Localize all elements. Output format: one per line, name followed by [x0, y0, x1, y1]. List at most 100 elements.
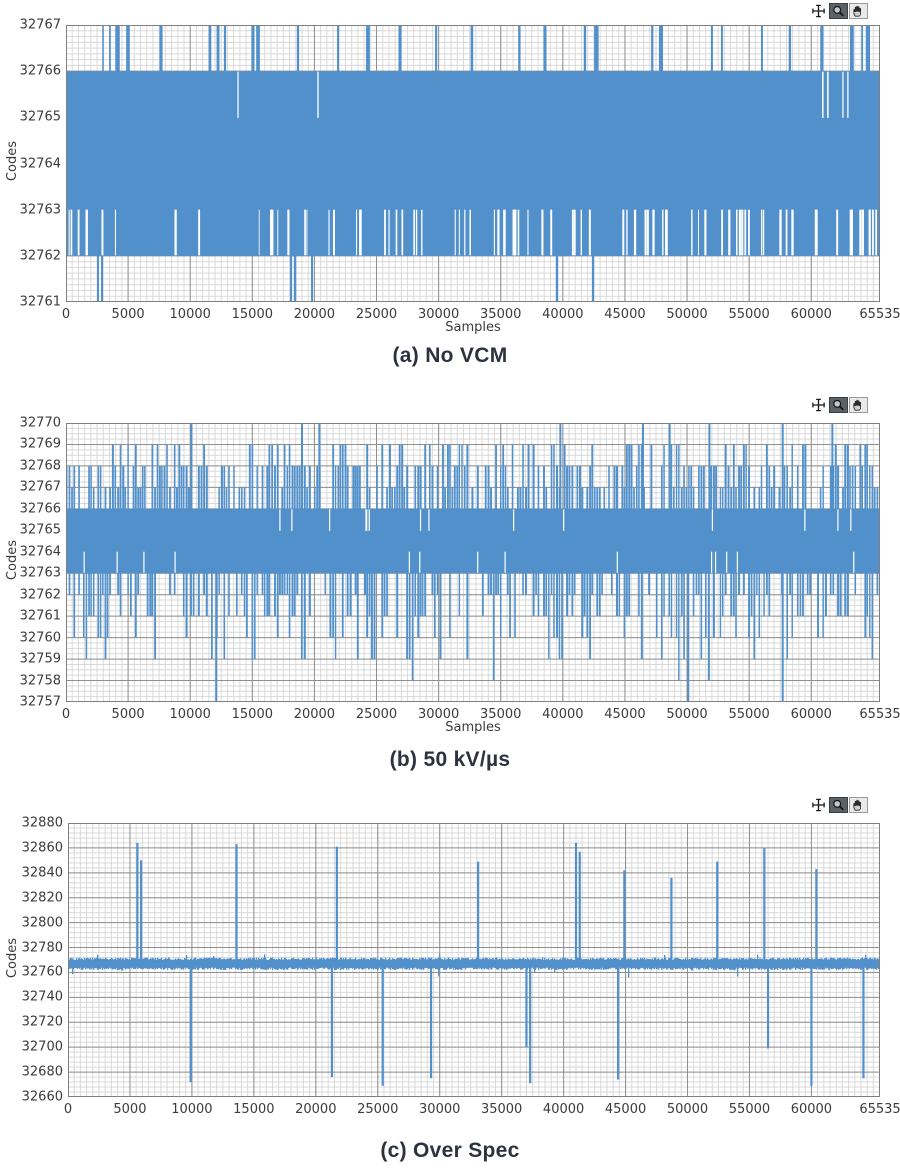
graph-toolbar — [809, 3, 868, 19]
y-tick-label: 32765 — [19, 109, 61, 125]
y-tick-label: 32800 — [21, 915, 63, 931]
x-axis-title: Samples — [445, 320, 501, 335]
figure-caption: (b) 50 kV/µs — [389, 748, 511, 771]
plot-area[interactable] — [66, 423, 880, 702]
zoom-tool-button[interactable] — [829, 3, 848, 19]
y-tick-label: 32764 — [19, 156, 61, 171]
figure-caption: (c) Over Spec — [380, 1139, 520, 1162]
y-tick-label: 32840 — [21, 865, 63, 881]
hand-icon — [853, 5, 861, 17]
x-tick-label: 25000 — [355, 307, 398, 322]
x-tick-label: 20000 — [293, 307, 336, 322]
x-tick-label: 0 — [63, 1102, 73, 1117]
y-tick-label: 32770 — [19, 415, 61, 431]
graph-toolbar — [809, 797, 868, 813]
x-tick-label: 35000 — [480, 707, 522, 722]
y-tick-label: 32860 — [21, 840, 63, 856]
y-tick-label: 32768 — [19, 458, 61, 474]
x-axis-title: Samples — [445, 720, 501, 735]
hand-icon — [853, 399, 861, 411]
x-tick-label: 60000 — [790, 1102, 833, 1117]
x-tick-label: 20000 — [295, 1102, 337, 1117]
y-tick-label: 32700 — [21, 1039, 63, 1055]
x-tick-label: 15000 — [231, 307, 273, 322]
x-tick-label: 65535 — [859, 307, 900, 322]
figure-caption: (a) No VCM — [392, 344, 508, 367]
x-tick-label: 50000 — [666, 307, 708, 322]
x-tick-label: 5000 — [111, 307, 145, 322]
y-tick-label: 32761 — [19, 608, 61, 624]
y-tick-label: 32766 — [19, 63, 61, 79]
pan-tool-button[interactable] — [849, 797, 868, 813]
pan-tool-button[interactable] — [849, 3, 868, 19]
plot-area[interactable] — [68, 823, 880, 1097]
x-tick-label: 20000 — [293, 707, 336, 722]
crosshair-tool-button[interactable] — [809, 797, 828, 813]
y-tick-label: 32766 — [19, 501, 61, 517]
x-tick-label: 35000 — [480, 307, 522, 322]
y-tick-label: 32757 — [19, 694, 61, 710]
zoom-tool-button[interactable] — [829, 397, 848, 413]
zoom-icon — [833, 5, 845, 17]
pan-tool-button[interactable] — [849, 397, 868, 413]
x-tick-label: 0 — [61, 707, 71, 722]
x-tick-label: 40000 — [542, 307, 584, 322]
crosshair-icon — [812, 798, 825, 812]
x-tick-label: 40000 — [542, 1102, 585, 1117]
y-tick-label: 32820 — [21, 890, 63, 906]
y-tick-label: 32762 — [19, 587, 61, 603]
y-tick-label: 32759 — [19, 651, 61, 667]
x-tick-label: 60000 — [790, 707, 832, 722]
zoom-icon — [833, 799, 845, 811]
y-tick-label: 32763 — [19, 202, 61, 218]
y-tick-label: 32720 — [21, 1014, 63, 1030]
x-tick-label: 5000 — [113, 1102, 147, 1117]
x-tick-label: 30000 — [417, 307, 460, 322]
x-tick-label: 5000 — [111, 707, 145, 722]
x-tick-label: 15000 — [233, 1102, 275, 1117]
x-tick-label: 25000 — [357, 1102, 399, 1117]
x-tick-label: 55000 — [728, 1102, 771, 1117]
zoom-tool-button[interactable] — [829, 797, 848, 813]
x-tick-label: 55000 — [728, 707, 770, 722]
x-tick-label: 30000 — [419, 1102, 461, 1117]
x-tick-label: 30000 — [417, 707, 460, 722]
x-tick-label: 50000 — [666, 1102, 709, 1117]
x-tick-label: 50000 — [666, 707, 708, 722]
y-tick-label: 32660 — [21, 1089, 63, 1105]
y-tick-label: 32769 — [19, 436, 61, 452]
zoom-icon — [833, 399, 845, 411]
x-tick-label: 65535 — [859, 707, 900, 722]
x-tick-label: 60000 — [790, 307, 832, 322]
y-tick-label: 32762 — [19, 248, 61, 264]
x-tick-label: 35000 — [480, 1102, 523, 1117]
y-tick-label: 32761 — [19, 294, 61, 310]
x-tick-label: 65535 — [859, 1102, 900, 1117]
x-tick-label: 45000 — [604, 1102, 647, 1117]
crosshair-tool-button[interactable] — [809, 3, 828, 19]
plot-area[interactable] — [66, 25, 880, 302]
x-tick-label: 10000 — [171, 1102, 213, 1117]
crosshair-tool-button[interactable] — [809, 397, 828, 413]
x-tick-label: 45000 — [604, 307, 646, 322]
y-tick-label: 32760 — [21, 964, 63, 980]
x-tick-label: 10000 — [169, 707, 211, 722]
x-tick-label: 40000 — [542, 707, 584, 722]
x-tick-label: 15000 — [231, 707, 273, 722]
y-tick-label: 32740 — [21, 989, 63, 1005]
x-tick-label: 0 — [61, 307, 71, 322]
crosshair-icon — [812, 4, 825, 18]
graph-toolbar — [809, 397, 868, 413]
hand-icon — [853, 799, 861, 811]
x-tick-label: 10000 — [169, 307, 211, 322]
y-tick-label: 32880 — [21, 815, 63, 831]
crosshair-icon — [812, 398, 825, 412]
y-tick-label: 32780 — [21, 940, 63, 956]
y-tick-label: 32760 — [19, 630, 61, 646]
y-tick-label: 32764 — [19, 544, 61, 560]
y-tick-label: 32767 — [19, 17, 61, 33]
y-tick-label: 32758 — [19, 673, 61, 689]
x-tick-label: 45000 — [604, 707, 646, 722]
y-tick-label: 32680 — [21, 1064, 63, 1080]
